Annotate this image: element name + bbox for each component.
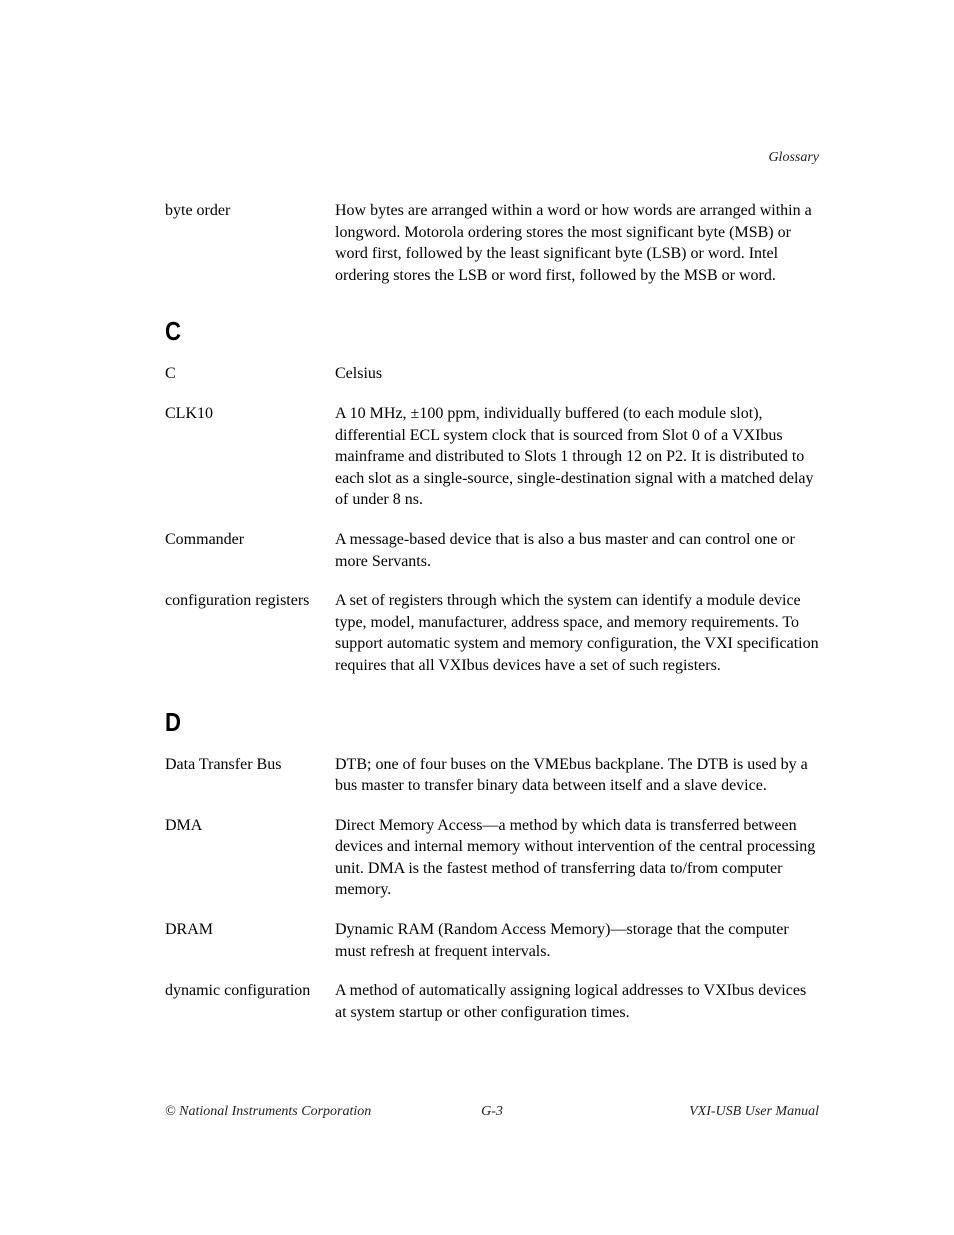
glossary-definition: A set of registers through which the sys…	[335, 590, 819, 676]
page: Glossary byte order How bytes are arrang…	[0, 0, 954, 1235]
header-section-label: Glossary	[768, 150, 819, 166]
glossary-definition: A 10 MHz, ±100 ppm, individually buffere…	[335, 403, 819, 511]
glossary-definition: Dynamic RAM (Random Access Memory)—stora…	[335, 919, 819, 962]
glossary-definition: How bytes are arranged within a word or …	[335, 200, 819, 286]
glossary-content: byte order How bytes are arranged within…	[165, 200, 819, 1023]
glossary-entry: Commander A message-based device that is…	[165, 529, 819, 572]
glossary-entry: CLK10 A 10 MHz, ±100 ppm, individually b…	[165, 403, 819, 511]
glossary-definition: DTB; one of four buses on the VMEbus bac…	[335, 754, 819, 797]
footer-manual-title: VXI-USB User Manual	[689, 1104, 819, 1120]
glossary-definition: Direct Memory Access—a method by which d…	[335, 815, 819, 901]
glossary-term: Data Transfer Bus	[165, 754, 335, 776]
glossary-term: configuration registers	[165, 590, 335, 612]
glossary-entry: dynamic configuration A method of automa…	[165, 980, 819, 1023]
section-letter-d: D	[165, 707, 721, 738]
glossary-term: byte order	[165, 200, 335, 222]
glossary-entry: Data Transfer Bus DTB; one of four buses…	[165, 754, 819, 797]
glossary-term: C	[165, 363, 335, 385]
glossary-term: Commander	[165, 529, 335, 551]
glossary-entry: DRAM Dynamic RAM (Random Access Memory)—…	[165, 919, 819, 962]
glossary-term: CLK10	[165, 403, 335, 425]
glossary-entry: C Celsius	[165, 363, 819, 385]
glossary-entry: configuration registers A set of registe…	[165, 590, 819, 676]
glossary-definition: Celsius	[335, 363, 819, 385]
footer-copyright: © National Instruments Corporation	[165, 1104, 371, 1120]
glossary-entry: DMA Direct Memory Access—a method by whi…	[165, 815, 819, 901]
section-letter-c: C	[165, 316, 721, 347]
footer-page-number: G-3	[481, 1104, 503, 1120]
glossary-term: DMA	[165, 815, 335, 837]
glossary-definition: A method of automatically assigning logi…	[335, 980, 819, 1023]
glossary-definition: A message-based device that is also a bu…	[335, 529, 819, 572]
glossary-entry: byte order How bytes are arranged within…	[165, 200, 819, 286]
glossary-term: dynamic configuration	[165, 980, 335, 1002]
page-footer: © National Instruments Corporation G-3 V…	[165, 1104, 819, 1120]
glossary-term: DRAM	[165, 919, 335, 941]
